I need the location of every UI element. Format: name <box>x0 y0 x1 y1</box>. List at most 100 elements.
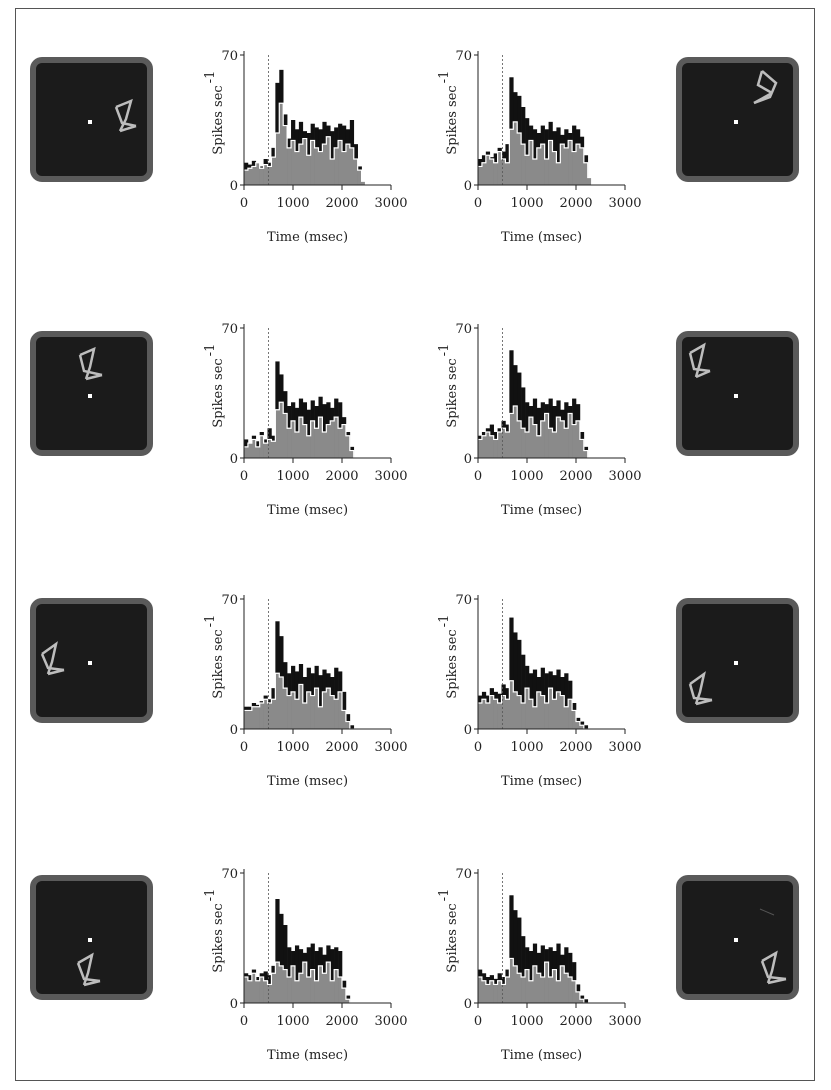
nonpreferred-bar <box>294 699 300 729</box>
nonpreferred-bar <box>275 673 280 729</box>
nonpreferred-bar <box>478 977 483 1003</box>
fixation-point <box>88 120 92 124</box>
y-tick-label: 0 <box>464 179 472 194</box>
preferred-bar <box>536 407 542 458</box>
x-axis-label: Time (msec) <box>267 774 348 789</box>
nonpreferred-bar <box>544 159 549 185</box>
y-tick-label: 70 <box>221 49 238 64</box>
nonpreferred-bar <box>481 980 487 1003</box>
y-tick-label: 70 <box>221 867 238 882</box>
fixation-point <box>88 394 92 398</box>
nonpreferred-bar <box>579 999 585 1003</box>
nonpreferred-bar <box>263 443 268 458</box>
nonpreferred-bar <box>291 140 296 185</box>
nonpreferred-bar <box>306 691 311 729</box>
nonpreferred-bar <box>306 977 311 1003</box>
nonpreferred-bar <box>361 181 366 185</box>
x-tick-label: 2000 <box>325 740 358 755</box>
nonpreferred-bar <box>314 428 319 458</box>
nonpreferred-bar <box>536 973 542 1003</box>
y-axis-label-superscript: -1 <box>437 344 452 357</box>
y-axis-label: Spikes sec <box>445 629 460 698</box>
nonpreferred-bar <box>521 428 526 458</box>
preferred-bar <box>525 118 530 185</box>
nonpreferred-bar <box>481 435 487 458</box>
nonpreferred-bar <box>263 980 268 1003</box>
nonpreferred-bar <box>536 691 542 729</box>
histogram-svg: 0 1000 2000 3000 0 70 Time (msec) Spikes sec-1 <box>203 867 408 1063</box>
y-tick-label: 70 <box>455 322 472 337</box>
nonpreferred-bar <box>517 420 522 458</box>
nonpreferred-bar <box>532 706 538 729</box>
x-tick-label: 0 <box>474 196 482 211</box>
preferred-bar <box>564 673 569 729</box>
nonpreferred-bar <box>532 159 538 185</box>
nonpreferred-bar <box>513 121 518 185</box>
nonpreferred-bar <box>275 133 280 185</box>
nonpreferred-bar <box>521 703 526 729</box>
x-tick-label: 1000 <box>276 196 309 211</box>
nonpreferred-bar <box>326 688 331 729</box>
y-tick-label: 70 <box>455 867 472 882</box>
nonpreferred-bar <box>505 162 510 185</box>
preferred-bar <box>583 725 589 729</box>
shape-stimulus <box>759 908 787 985</box>
y-axis-label-superscript: -1 <box>437 615 452 628</box>
nonpreferred-bar <box>521 977 526 1003</box>
preferred-bar <box>583 999 589 1003</box>
x-tick-label: 1000 <box>276 1014 309 1029</box>
x-axis-label: Time (msec) <box>267 1048 348 1063</box>
nonpreferred-bar <box>528 140 534 185</box>
nonpreferred-bar <box>579 147 585 185</box>
nonpreferred-bar <box>275 962 280 1003</box>
histogram-r1-left: 0 1000 2000 3000 0 70 Time (msec) Spikes sec -1 <box>184 39 414 249</box>
nonpreferred-bar <box>294 151 300 185</box>
y-axis-label-superscript: -1 <box>203 615 218 628</box>
nonpreferred-bar <box>302 424 308 458</box>
nonpreferred-bar <box>481 699 487 729</box>
nonpreferred-bar <box>342 424 347 458</box>
y-axis-label: Spikes sec <box>445 85 460 154</box>
nonpreferred-outline <box>244 961 370 1004</box>
nonpreferred-bar <box>322 973 327 1003</box>
nonpreferred-bar <box>583 450 589 458</box>
nonpreferred-bar <box>314 688 319 729</box>
nonpreferred-bar <box>349 450 355 458</box>
shape-stimulus <box>688 671 713 706</box>
nonpreferred-outline <box>244 102 370 186</box>
x-tick-label: 3000 <box>608 1014 641 1029</box>
nonpreferred-bar <box>497 980 502 1003</box>
nonpreferred-bar <box>314 147 319 185</box>
nonpreferred-bar <box>271 441 276 458</box>
stimulus-display-r3-left <box>30 598 153 723</box>
x-tick-label: 2000 <box>325 469 358 484</box>
nonpreferred-bar <box>318 417 323 458</box>
nonpreferred-bar <box>326 962 331 1003</box>
figure-frame: 0 1000 2000 3000 0 70 Time (msec) Spikes sec -1 … <box>15 8 815 1081</box>
nonpreferred-bar <box>287 695 292 729</box>
fixation-point <box>88 938 92 942</box>
nonpreferred-bar <box>357 170 362 185</box>
preferred-bar <box>532 129 538 185</box>
x-tick-label: 1000 <box>510 740 543 755</box>
nonpreferred-bar <box>532 965 538 1003</box>
nonpreferred-bar <box>493 162 498 185</box>
preferred-bar <box>322 404 327 458</box>
x-tick-label: 1000 <box>276 740 309 755</box>
x-tick-label: 2000 <box>559 196 592 211</box>
histogram-r1-right: 0 1000 2000 3000 0 70 Time (msec) Spikes sec -1 <box>418 39 648 249</box>
nonpreferred-bar <box>338 428 343 458</box>
nonpreferred-bar <box>509 129 514 185</box>
nonpreferred-bar <box>294 980 300 1003</box>
preferred-bar <box>509 350 514 458</box>
fixation-point <box>734 120 738 124</box>
stimulus-display-r1-left <box>30 57 153 182</box>
y-axis-label-superscript: -1 <box>437 889 452 902</box>
nonpreferred-bar <box>505 699 510 729</box>
preferred-bar <box>283 925 288 1003</box>
fixation-point <box>734 938 738 942</box>
nonpreferred-bar <box>294 432 300 458</box>
nonpreferred-bar <box>259 435 264 458</box>
nonpreferred-bar <box>279 965 284 1003</box>
shape-stimulus <box>40 641 65 676</box>
